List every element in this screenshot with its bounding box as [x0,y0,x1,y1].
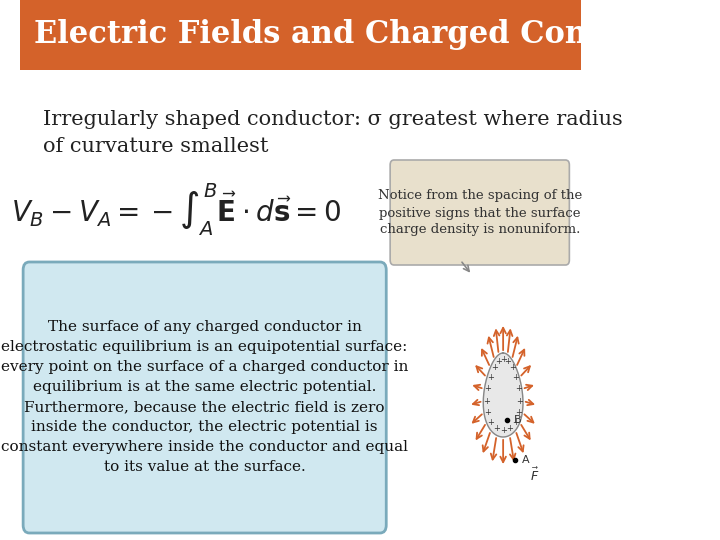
Text: A: A [522,455,529,465]
Text: B: B [514,415,522,425]
Text: +: + [500,355,507,364]
Text: +: + [504,357,511,366]
Text: +: + [506,424,513,433]
Text: +: + [487,418,495,427]
FancyBboxPatch shape [20,0,581,70]
Text: The surface of any charged conductor in
electrostatic equilibrium is an equipote: The surface of any charged conductor in … [1,320,408,474]
Text: +: + [484,408,491,417]
Text: Electric Fields and Charged Conductors: Electric Fields and Charged Conductors [34,19,717,51]
FancyBboxPatch shape [23,262,386,533]
Polygon shape [483,353,523,437]
Text: +: + [495,357,502,366]
Text: +: + [513,373,519,382]
Text: +: + [516,384,522,393]
Text: +: + [483,397,490,406]
Text: +: + [512,418,519,427]
Text: +: + [516,397,523,406]
Text: +: + [493,424,500,433]
Text: $V_B - V_A = -\int_A^B \vec{\mathbf{E}} \cdot d\vec{\mathbf{s}} = 0$: $V_B - V_A = -\int_A^B \vec{\mathbf{E}} … [11,181,341,238]
Text: +: + [484,384,491,393]
Text: Notice from the spacing of the
positive signs that the surface
charge density is: Notice from the spacing of the positive … [377,190,582,237]
Text: +: + [516,408,522,417]
Text: +: + [500,426,507,435]
Text: +: + [509,363,516,372]
Text: Irregularly shaped conductor: σ greatest where radius
of curvature smallest: Irregularly shaped conductor: σ greatest… [43,110,623,156]
Text: +: + [487,373,494,382]
Text: +: + [490,363,498,372]
FancyBboxPatch shape [390,160,570,265]
Text: $\vec{F}$: $\vec{F}$ [531,467,540,484]
